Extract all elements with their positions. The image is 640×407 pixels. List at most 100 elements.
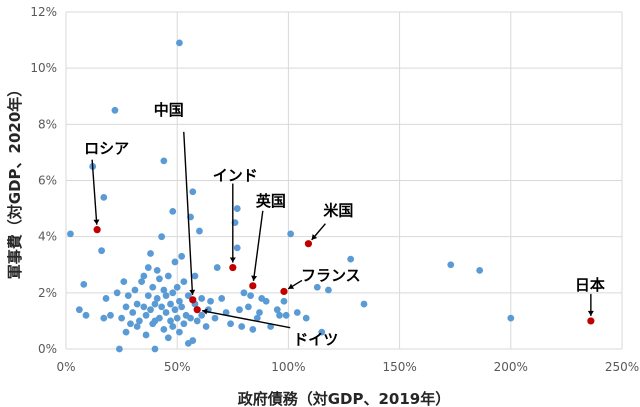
annotation-label: ロシア [84,140,129,158]
data-point [164,272,172,280]
arrow-head [587,310,594,316]
data-point [131,286,139,294]
y-tick-label: 4% [38,230,57,244]
data-point [193,317,201,325]
data-point [169,323,177,330]
data-point [169,207,177,215]
data-point [184,292,192,300]
data-point [507,314,515,322]
data-point [160,325,168,333]
data-point [171,258,179,266]
y-tick-label: 8% [38,117,57,131]
data-point [196,227,203,235]
annotation-label: フランス [301,266,361,284]
annotation-label: インド [213,167,258,185]
data-point [164,334,172,342]
data-point [347,255,355,263]
data-point [162,292,170,300]
data-point [113,289,121,297]
annotation-arrow [183,131,194,295]
data-point [167,317,174,325]
data-point [129,309,137,316]
annotation-arrow [201,309,291,329]
data-point [302,314,310,322]
data-point [178,303,186,311]
y-axis-title: 軍事費（対GDP、2020年） [6,82,24,280]
data-point [287,230,295,238]
data-point [476,266,484,274]
arrow-head [93,219,100,225]
highlight-point [304,240,313,248]
data-point [173,314,181,322]
data-point [158,233,166,241]
tick-labels: 0% 50% 100% 150% 200% 250% 0% 2% 4% 6% 8% 10% 12% [30,5,639,374]
data-point [189,188,197,196]
data-point [67,230,74,238]
highlight-point [249,282,257,290]
data-point [256,309,263,316]
data-point [213,264,221,271]
data-point [249,325,257,333]
data-point [169,289,177,297]
data-point [160,157,168,165]
data-point [244,303,252,311]
data-point [151,345,159,353]
data-point [149,283,157,291]
data-point [153,295,161,302]
data-point [253,314,261,322]
data-point [82,311,90,319]
x-tick-label: 150% [382,360,416,374]
data-point [167,300,174,308]
data-point [227,320,234,328]
data-point [98,247,105,255]
data-point [276,311,283,319]
data-point [318,328,326,336]
data-point [180,320,188,328]
data-point [135,317,143,325]
annotation-arrow [91,159,98,225]
data-point [176,328,183,336]
y-tick-label: 2% [38,286,57,300]
arrow-head [288,283,295,289]
data-point [127,320,134,328]
data-point [191,272,199,280]
arrow-head [229,257,236,263]
data-point [176,39,183,47]
data-point [115,345,123,353]
y-tick-label: 6% [38,174,57,188]
data-point [222,309,230,316]
annotation-label: 米国 [323,202,353,220]
data-point [111,106,119,114]
data-point [162,309,170,316]
x-tick-label: 0% [56,360,75,374]
y-tick-label: 10% [30,61,57,75]
data-point [171,306,179,314]
data-point [120,278,128,285]
data-point [198,295,206,302]
highlight-point [587,317,595,325]
data-point [173,283,181,291]
data-point [262,297,270,305]
annotation-label: ドイツ [293,331,338,349]
data-point [144,264,152,271]
data-point [178,252,186,260]
data-point [102,295,110,302]
x-tick-label: 50% [164,360,191,374]
annotation-arrow [252,210,264,281]
data-points [67,39,595,353]
data-point [160,286,168,294]
data-point [240,289,248,297]
data-point [147,250,154,257]
data-point [140,303,148,311]
data-point [236,306,243,314]
x-tick-label: 100% [271,360,305,374]
data-point [124,292,132,300]
data-point [447,261,455,269]
data-point [211,314,219,322]
highlight-point [193,306,201,314]
grid [65,11,623,350]
x-tick-label: 200% [494,360,528,374]
data-point [122,303,130,311]
data-point [156,314,163,322]
